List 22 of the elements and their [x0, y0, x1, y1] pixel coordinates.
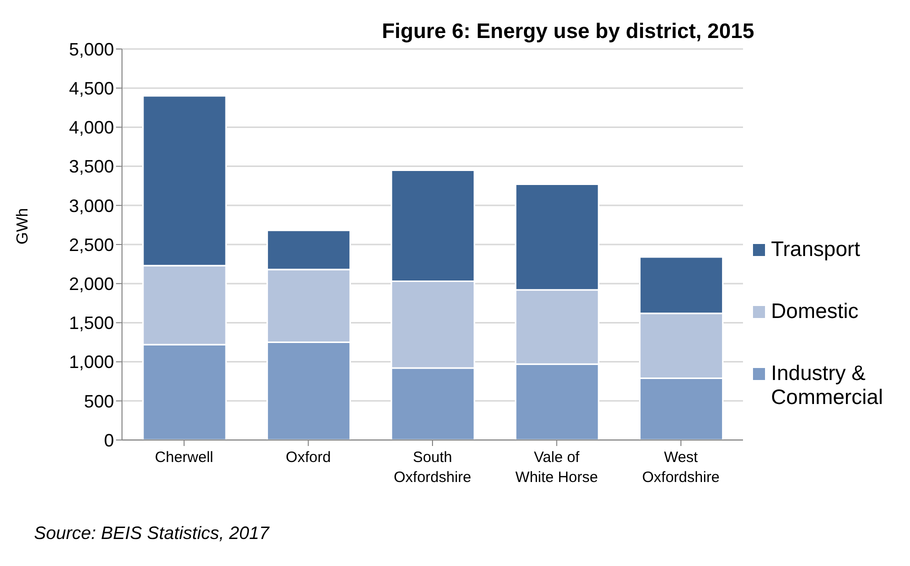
legend-label: Domestic	[771, 300, 859, 324]
y-tick-label: 1,500	[68, 313, 114, 334]
legend-label: Transport	[771, 238, 860, 262]
chart-title: Figure 6: Energy use by district, 2015	[380, 20, 756, 44]
y-tick-label: 500	[84, 391, 114, 412]
x-tick-label: West Oxfordshire	[642, 449, 720, 486]
y-tick-label: 3,000	[68, 196, 114, 216]
y-tick-label: 4,000	[68, 118, 114, 138]
source-note: Source: BEIS Statistics, 2017	[34, 523, 270, 544]
y-tick-label: 2,000	[68, 274, 114, 294]
y-tick-label: 3,500	[68, 156, 114, 177]
x-tick-label: Cherwell	[154, 449, 214, 466]
x-tick-label: South Oxfordshire	[394, 449, 472, 486]
y-tick-label: 4,500	[68, 78, 114, 98]
y-tick-label: 0	[104, 430, 114, 450]
legend-label: Industry & Commercial	[771, 362, 884, 410]
y-axis-title: GWh	[14, 208, 32, 244]
y-tick-label: 1,000	[68, 352, 114, 372]
x-tick-label: Vale of White Horse	[515, 449, 598, 486]
x-tick-label: Oxford	[286, 449, 331, 466]
y-tick-label: 5,000	[68, 39, 114, 60]
y-tick-label: 2,500	[68, 234, 114, 255]
